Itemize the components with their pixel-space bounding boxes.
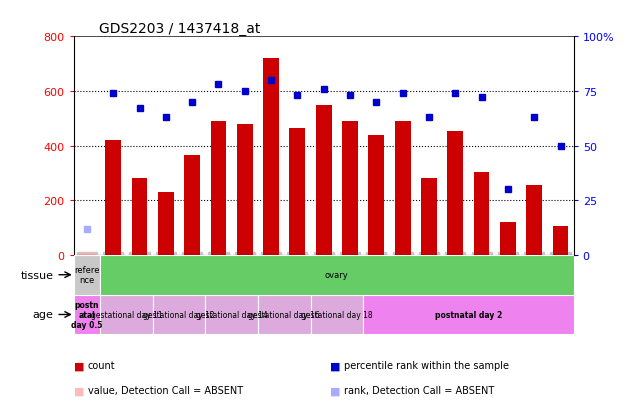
Text: refere
nce: refere nce — [74, 266, 99, 285]
Bar — [363, 295, 574, 335]
Text: postn
atal
day 0.5: postn atal day 0.5 — [71, 300, 103, 330]
Bar — [526, 186, 542, 255]
Text: postnatal day 2: postnatal day 2 — [435, 310, 502, 319]
Bar — [290, 128, 305, 255]
Bar — [74, 255, 100, 295]
Text: tissue: tissue — [21, 270, 54, 280]
Text: count: count — [88, 361, 115, 370]
Text: gestational day 16: gestational day 16 — [248, 310, 320, 319]
Text: percentile rank within the sample: percentile rank within the sample — [344, 361, 509, 370]
Bar — [210, 122, 226, 255]
Text: ovary: ovary — [325, 271, 349, 280]
Bar — [79, 254, 95, 255]
Bar — [474, 172, 490, 255]
Text: ■: ■ — [330, 361, 340, 370]
Bar — [237, 124, 253, 255]
Text: gestational day 18: gestational day 18 — [301, 310, 372, 319]
Bar — [74, 295, 100, 335]
Bar — [153, 295, 205, 335]
Text: rank, Detection Call = ABSENT: rank, Detection Call = ABSENT — [344, 385, 494, 395]
Text: gestational day 14: gestational day 14 — [196, 310, 267, 319]
Bar — [395, 122, 410, 255]
Bar — [500, 223, 516, 255]
Bar — [369, 135, 384, 255]
Bar — [421, 179, 437, 255]
Text: ■: ■ — [330, 385, 340, 395]
Bar — [316, 105, 331, 255]
Bar — [184, 156, 200, 255]
Text: GDS2203 / 1437418_at: GDS2203 / 1437418_at — [99, 22, 260, 36]
Text: gestational day 11: gestational day 11 — [90, 310, 162, 319]
Bar — [158, 192, 174, 255]
Bar — [131, 179, 147, 255]
Bar — [105, 141, 121, 255]
Text: value, Detection Call = ABSENT: value, Detection Call = ABSENT — [88, 385, 243, 395]
Text: ■: ■ — [74, 361, 84, 370]
Bar — [342, 122, 358, 255]
Bar — [263, 59, 279, 255]
Bar — [447, 131, 463, 255]
Bar — [553, 227, 569, 255]
Text: ■: ■ — [74, 385, 84, 395]
Text: gestational day 12: gestational day 12 — [143, 310, 215, 319]
Bar — [100, 295, 153, 335]
Text: age: age — [33, 310, 54, 320]
Bar — [205, 295, 258, 335]
Bar — [310, 295, 363, 335]
Bar — [258, 295, 310, 335]
